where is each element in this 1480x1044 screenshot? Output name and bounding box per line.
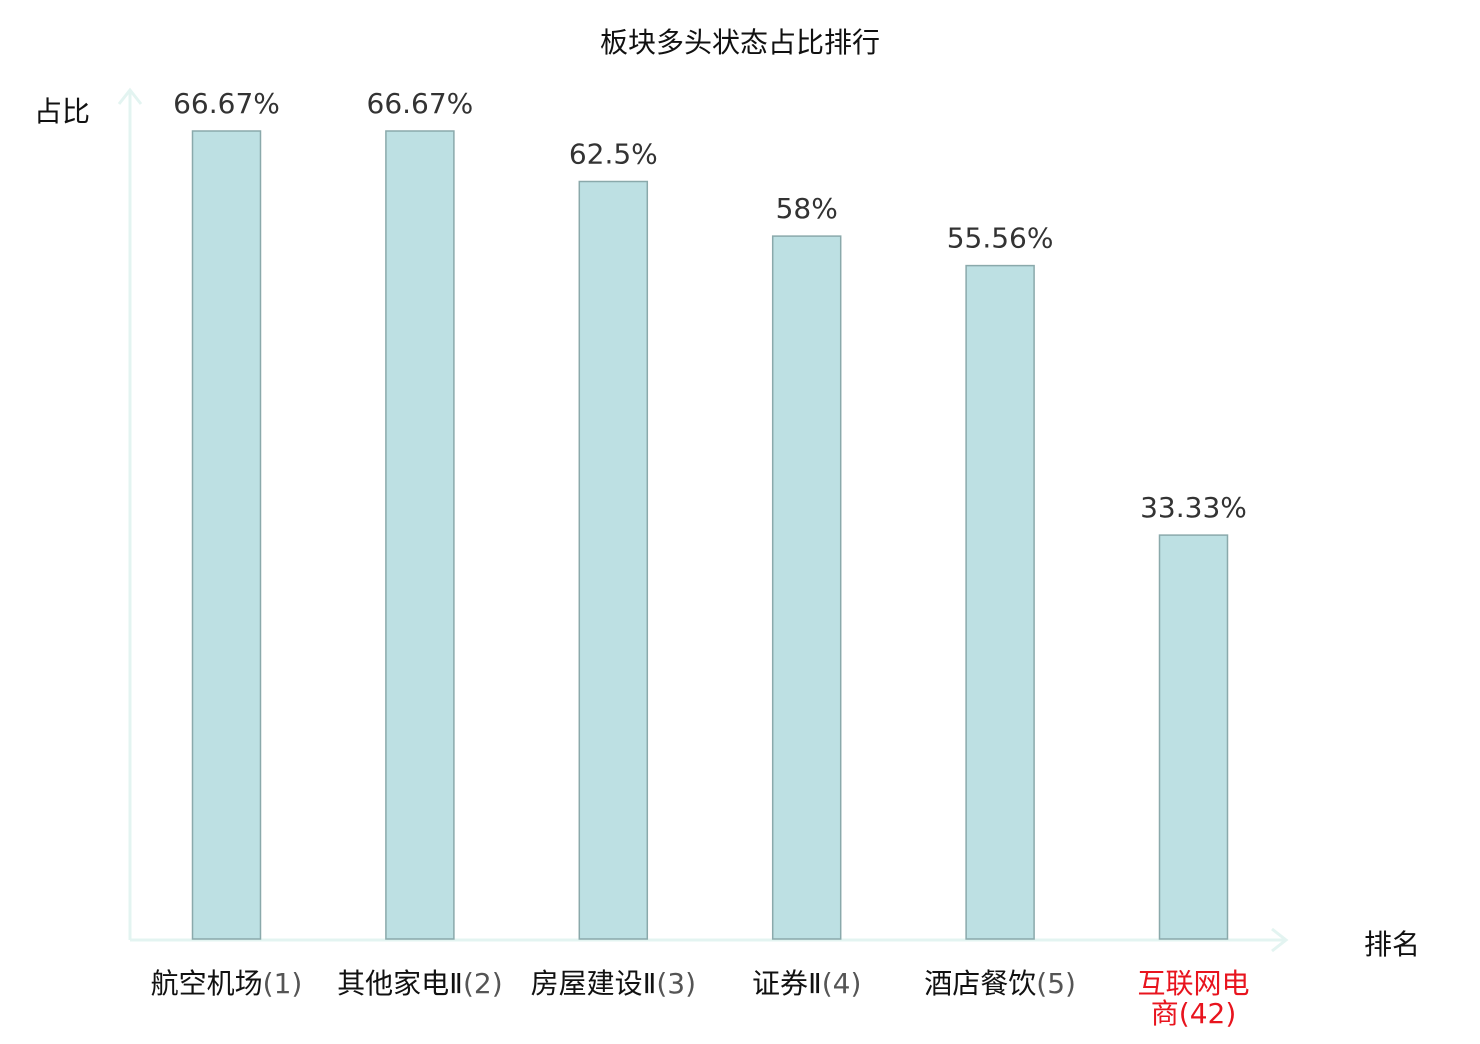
x-tick-label-1: 航空机场(1) [151, 967, 303, 1000]
axes [117, 87, 1289, 953]
x-axis-label: 排名 [1364, 928, 1420, 961]
data-label-6: 33.33% [1140, 491, 1247, 524]
x-tick-label-3: 房屋建设Ⅱ(3) [531, 967, 696, 1000]
x-axis-arrow [1271, 927, 1289, 953]
x-tick-label-5: 酒店餐饮(5) [924, 967, 1076, 1000]
bar-3 [578, 180, 649, 940]
bars-group [191, 130, 1229, 940]
category-labels-group: 航空机场(1) 其他家电Ⅱ(2) 房屋建设Ⅱ(3) 证券Ⅱ(4) 酒店餐饮(5) 互联网电… [151, 967, 1250, 1030]
data-label-4: 58% [776, 192, 838, 225]
data-label-2: 66.67% [367, 87, 474, 120]
value-labels-group: 66.67% 66.67% 62.5% 58% 55.56% 33.33% [173, 87, 1247, 524]
data-label-3: 62.5% [569, 138, 658, 171]
x-tick-label-2: 其他家电Ⅱ(2) [337, 967, 502, 1000]
bar-5 [965, 264, 1035, 940]
y-axis-arrow [117, 87, 143, 105]
y-axis-label: 占比 [34, 95, 90, 128]
bar-2 [385, 130, 455, 940]
data-label-5: 55.56% [947, 222, 1054, 255]
bar-4 [771, 235, 842, 940]
data-label-1: 66.67% [173, 87, 280, 120]
bar-1 [191, 130, 262, 940]
x-tick-label-4: 证券Ⅱ(4) [752, 967, 861, 1000]
chart-title: 板块多头状态占比排行 [600, 26, 880, 59]
x-tick-label-6: 互联网电商(42) [1137, 967, 1249, 1030]
bar-6 [1158, 534, 1229, 940]
